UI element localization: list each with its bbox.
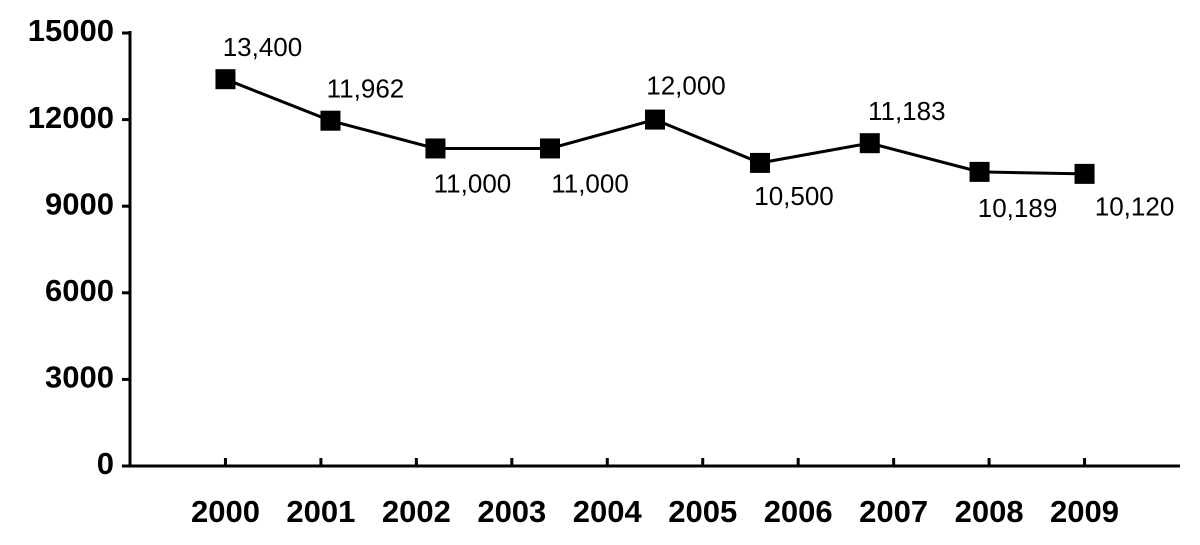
marker <box>859 133 880 154</box>
marker <box>540 138 560 159</box>
x-tick-label: 2001 <box>286 494 355 529</box>
x-tick-label: 2007 <box>859 494 928 529</box>
marker <box>750 152 770 173</box>
marker <box>320 110 341 131</box>
value-label: 10,189 <box>978 193 1058 223</box>
x-tick-label: 2004 <box>573 494 643 529</box>
marker <box>425 138 446 159</box>
marker <box>969 161 990 182</box>
y-tick-label: 0 <box>97 446 114 481</box>
value-label: 11,183 <box>868 96 946 126</box>
marker <box>215 69 236 90</box>
y-tick-label: 3000 <box>45 360 114 395</box>
x-tick-label: 2009 <box>1050 494 1119 529</box>
value-label: 12,000 <box>646 70 726 100</box>
y-tick-label: 6000 <box>45 273 114 308</box>
x-tick-label: 2000 <box>191 494 260 529</box>
x-tick-label: 2008 <box>955 494 1024 529</box>
value-label: 13,400 <box>223 32 303 62</box>
marker <box>1074 163 1095 184</box>
y-tick-label: 9000 <box>45 186 114 221</box>
value-label: 10,500 <box>754 181 834 211</box>
x-tick-label: 2002 <box>382 494 451 529</box>
x-tick-label: 2006 <box>764 494 833 529</box>
y-tick-label: 12000 <box>28 100 114 135</box>
value-label: 11,000 <box>551 168 629 198</box>
value-label: 11,962 <box>327 74 405 104</box>
x-tick-label: 2003 <box>477 494 546 529</box>
y-tick-label: 15000 <box>28 13 114 48</box>
x-tick-label: 2005 <box>668 494 737 529</box>
value-label: 11,000 <box>434 168 512 198</box>
value-label: 10,120 <box>1095 192 1175 222</box>
marker <box>645 109 665 130</box>
